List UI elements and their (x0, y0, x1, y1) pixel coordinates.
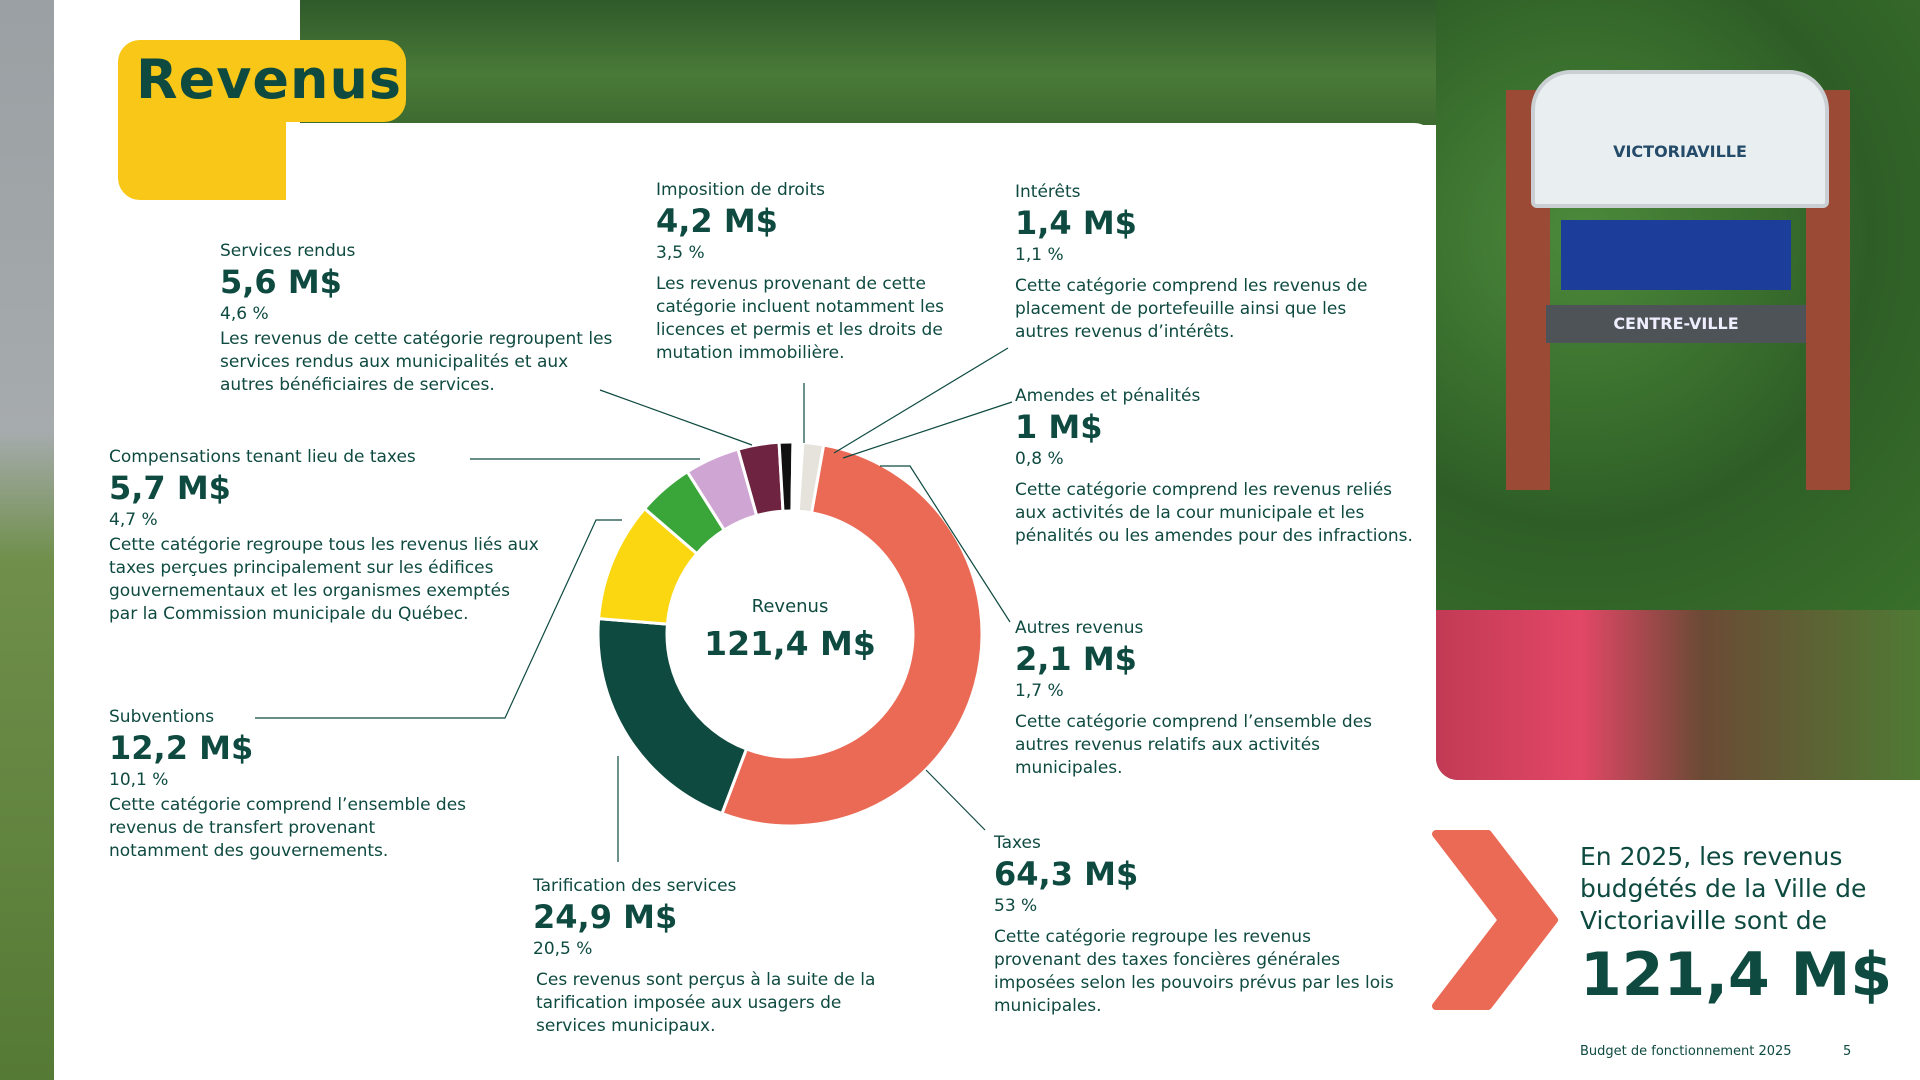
category-name: Amendes et pénalités (1015, 386, 1201, 406)
sign-arrow: CENTRE-VILLE (1546, 305, 1806, 343)
category-amount: 2,1 M$ (1015, 640, 1137, 678)
category-description: Cette catégorie regroupe tous les revenu… (109, 535, 539, 624)
category-tarification: Tarification des services 24,9 M$ 20,5 %… (533, 875, 913, 1038)
category-description: Ces revenus sont perçus à la suite de la… (536, 970, 876, 1036)
category-percent: 4,7 % (109, 510, 158, 530)
category-percent: 1,7 % (1015, 681, 1064, 701)
category-amount: 1,4 M$ (1015, 204, 1137, 242)
leader-autres (880, 465, 1011, 623)
leader-lines (255, 347, 1013, 862)
category-subventions: Subventions 12,2 M$ 10,1 % Cette catégor… (109, 706, 479, 863)
category-description: Cette catégorie comprend les revenus rel… (1015, 480, 1413, 546)
summary-text: En 2025, les revenus budgétés de la Vill… (1580, 842, 1867, 935)
category-percent: 3,5 % (656, 243, 705, 263)
category-percent: 0,8 % (1015, 449, 1064, 469)
category-name: Autres revenus (1015, 618, 1144, 638)
category-description: Cette catégorie comprend l’ensemble des … (1015, 712, 1373, 778)
category-percent: 53 % (994, 896, 1038, 916)
category-percent: 10,1 % (109, 770, 169, 790)
leader-amendes (842, 401, 1013, 459)
category-name: Taxes (994, 833, 1041, 853)
leader-interets (833, 347, 1009, 454)
category-percent: 4,6 % (220, 304, 269, 324)
leader-taxes (925, 769, 986, 831)
category-name: Compensations tenant lieu de taxes (109, 447, 416, 467)
category-amount: 5,6 M$ (220, 263, 342, 301)
badge-bottom-shape (118, 100, 286, 200)
category-description: Cette catégorie comprend l’ensemble des … (109, 795, 467, 861)
category-autres: Autres revenus 2,1 M$ 1,7 % Cette catégo… (1015, 617, 1395, 780)
background-strip-left (0, 0, 54, 1080)
category-interets: Intérêts 1,4 M$ 1,1 % Cette catégorie co… (1015, 181, 1395, 344)
category-amount: 1 M$ (1015, 408, 1103, 446)
category-amount: 4,2 M$ (656, 202, 778, 240)
category-description: Cette catégorie comprend les revenus de … (1015, 276, 1368, 342)
sign-photo: VICTORIAVILLE CENTRE-VILLE (1436, 0, 1920, 780)
sign-name: VICTORIAVILLE (1613, 142, 1747, 161)
page-title: Revenus (136, 48, 403, 111)
category-percent: 20,5 % (533, 939, 593, 959)
title-badge: Revenus (118, 40, 406, 200)
city-sign: VICTORIAVILLE (1531, 70, 1829, 208)
donut-center-label: Revenus (751, 596, 829, 617)
chevron-right-icon (1432, 830, 1558, 1010)
content-card (54, 123, 1436, 1080)
category-description: Cette catégorie regroupe les revenus pro… (994, 927, 1394, 1016)
category-compensations: Compensations tenant lieu de taxes 5,7 M… (109, 446, 539, 626)
category-services-rendus: Services rendus 5,6 M$ 4,6 % Les revenus… (220, 240, 620, 397)
category-amount: 24,9 M$ (533, 898, 678, 936)
category-name: Subventions (109, 707, 215, 727)
leader-services-rendus (599, 389, 753, 446)
donut-slice-autres-revenus (796, 440, 826, 515)
summary-value: 121,4 M$ (1580, 940, 1893, 1010)
category-percent: 1,1 % (1015, 245, 1064, 265)
category-amount: 5,7 M$ (109, 469, 231, 507)
footer-page-number: 5 (1843, 1044, 1852, 1059)
category-taxes: Taxes 64,3 M$ 53 % Cette catégorie regro… (994, 832, 1394, 1018)
flower-bed (1436, 610, 1920, 780)
category-name: Imposition de droits (656, 180, 826, 200)
category-amount: 12,2 M$ (109, 729, 254, 767)
sign-screen (1561, 220, 1791, 290)
footer-document-title: Budget de fonctionnement 2025 (1580, 1044, 1792, 1059)
category-name: Tarification des services (533, 876, 737, 896)
category-name: Services rendus (220, 241, 356, 261)
category-name: Intérêts (1015, 182, 1081, 202)
category-description: Les revenus de cette catégorie regroupen… (220, 329, 613, 395)
category-amount: 64,3 M$ (994, 855, 1139, 893)
category-amendes: Amendes et pénalités 1 M$ 0,8 % Cette ca… (1015, 385, 1415, 548)
category-description: Les revenus provenant de cette catégorie… (656, 274, 945, 363)
leader-subventions (255, 519, 622, 719)
donut-center-value: 121,4 M$ (704, 624, 876, 663)
donut-slice-taxes (720, 443, 984, 828)
category-imposition-droits: Imposition de droits 4,2 M$ 3,5 % Les re… (656, 179, 976, 365)
